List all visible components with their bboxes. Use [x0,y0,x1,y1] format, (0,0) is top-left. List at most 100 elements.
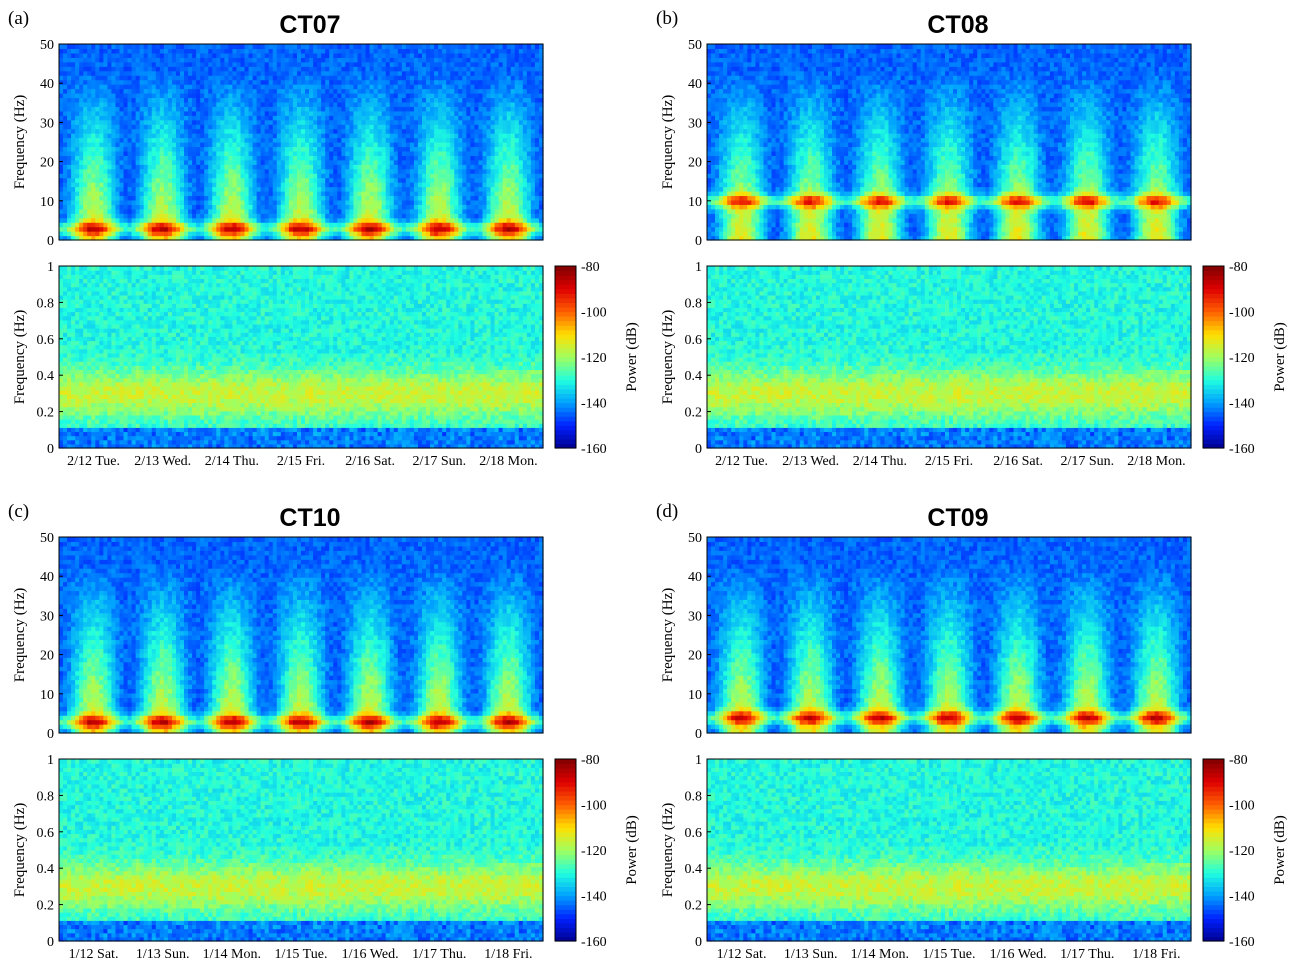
low-y-tick-label: 0 [47,935,54,950]
colorbar-tick-label: -80 [581,260,600,275]
low-frequency-spectrogram [707,759,1192,942]
high-y-tick-label: 50 [688,531,702,546]
low-y-tick-label: 0 [695,442,702,457]
high-y-tick-label: 0 [47,234,54,249]
x-category-label: 2/15 Fri. [277,454,325,469]
x-category-label: 1/14 Mon. [203,947,261,961]
x-category-label: 2/14 Thu. [205,454,259,469]
high-y-tick-label: 50 [40,531,54,546]
colorbar-tick-label: -160 [1229,935,1255,950]
high-y-tick-label: 20 [688,649,702,664]
low-y-tick-label: 0.2 [37,899,55,914]
x-category-label: 1/14 Mon. [851,947,909,961]
panel-label: (b) [656,8,678,29]
x-category-label: 2/13 Wed. [782,454,839,469]
low-y-axis-label: Frequency (Hz) [660,310,676,405]
x-category-label: 1/17 Thu. [1060,947,1114,961]
low-y-tick-label: 0 [47,442,54,457]
high-y-axis-label: Frequency (Hz) [12,95,28,190]
x-category-label: 2/18 Mon. [1127,454,1185,469]
low-y-tick-label: 0.6 [37,826,55,841]
low-y-tick-label: 0 [695,935,702,950]
x-category-label: 2/16 Sat. [345,454,395,469]
x-category-label: 1/13 Sun. [784,947,838,961]
x-category-label: 2/14 Thu. [853,454,907,469]
low-y-tick-label: 0.8 [37,789,55,804]
colorbar-tick-label: -80 [581,753,600,768]
colorbar-tick-label: -160 [581,442,607,457]
low-y-tick-label: 0.8 [37,296,55,311]
high-y-tick-label: 30 [40,116,54,131]
colorbar-tick-label: -160 [1229,442,1255,457]
colorbar-tick-label: -100 [1229,306,1255,321]
high-y-tick-label: 40 [688,77,702,92]
low-y-tick-label: 0.4 [685,369,703,384]
colorbar-tick-label: -100 [581,306,607,321]
x-category-label: 1/16 Wed. [342,947,399,961]
x-category-label: 1/12 Sat. [69,947,119,961]
panel-label: (c) [8,501,29,522]
high-frequency-spectrogram [707,537,1192,734]
x-category-label: 1/12 Sat. [717,947,767,961]
high-y-axis-label: Frequency (Hz) [660,588,676,683]
colorbar-label: Power (dB) [624,322,640,392]
high-y-tick-label: 50 [688,38,702,53]
x-category-label: 1/15 Tue. [923,947,976,961]
high-y-tick-label: 40 [40,77,54,92]
panel-title: CT07 [279,11,340,39]
x-category-label: 1/15 Tue. [275,947,328,961]
low-y-axis-label: Frequency (Hz) [660,803,676,898]
colorbar-tick-label: -140 [1229,397,1255,412]
colorbar-label: Power (dB) [1272,815,1288,885]
x-category-label: 1/18 Fri. [1132,947,1180,961]
colorbar-tick-label: -120 [1229,351,1255,366]
x-category-label: 2/15 Fri. [925,454,973,469]
colorbar-label: Power (dB) [624,815,640,885]
low-y-axis-label: Frequency (Hz) [12,803,28,898]
colorbar [555,266,576,449]
low-y-tick-label: 0.2 [685,406,703,421]
low-y-tick-label: 0.2 [37,406,55,421]
colorbar-tick-label: -160 [581,935,607,950]
low-y-tick-label: 1 [695,753,702,768]
x-category-label: 2/12 Tue. [715,454,768,469]
colorbar-tick-label: -100 [1229,799,1255,814]
low-y-tick-label: 0.6 [685,333,703,348]
x-category-label: 2/17 Sun. [412,454,466,469]
colorbar-tick-label: -120 [581,351,607,366]
x-category-label: 2/18 Mon. [479,454,537,469]
high-y-tick-label: 10 [688,195,702,210]
panel-label: (a) [8,8,29,29]
low-y-tick-label: 0.4 [37,369,55,384]
high-y-axis-label: Frequency (Hz) [660,95,676,190]
colorbar-label: Power (dB) [1272,322,1288,392]
high-y-tick-label: 0 [695,234,702,249]
x-category-label: 2/12 Tue. [67,454,120,469]
x-category-label: 1/16 Wed. [990,947,1047,961]
x-category-label: 2/16 Sat. [993,454,1043,469]
high-y-tick-label: 30 [688,609,702,624]
colorbar-tick-label: -120 [1229,844,1255,859]
panel-title: CT09 [927,504,988,532]
high-frequency-spectrogram [59,537,544,734]
low-frequency-spectrogram [59,266,544,449]
colorbar [555,759,576,942]
high-y-axis-label: Frequency (Hz) [12,588,28,683]
low-y-tick-label: 0.8 [685,296,703,311]
high-y-tick-label: 20 [688,156,702,171]
colorbar-tick-label: -140 [581,397,607,412]
low-y-tick-label: 0.4 [685,862,703,877]
high-y-tick-label: 20 [40,649,54,664]
high-frequency-spectrogram [707,44,1192,241]
high-y-tick-label: 30 [40,609,54,624]
colorbar-tick-label: -120 [581,844,607,859]
high-y-tick-label: 50 [40,38,54,53]
colorbar-tick-label: -80 [1229,753,1248,768]
colorbar-tick-label: -140 [1229,890,1255,905]
high-y-tick-label: 30 [688,116,702,131]
high-y-tick-label: 0 [695,727,702,742]
low-y-tick-label: 0.6 [685,826,703,841]
low-y-axis-label: Frequency (Hz) [12,310,28,405]
high-y-tick-label: 20 [40,156,54,171]
